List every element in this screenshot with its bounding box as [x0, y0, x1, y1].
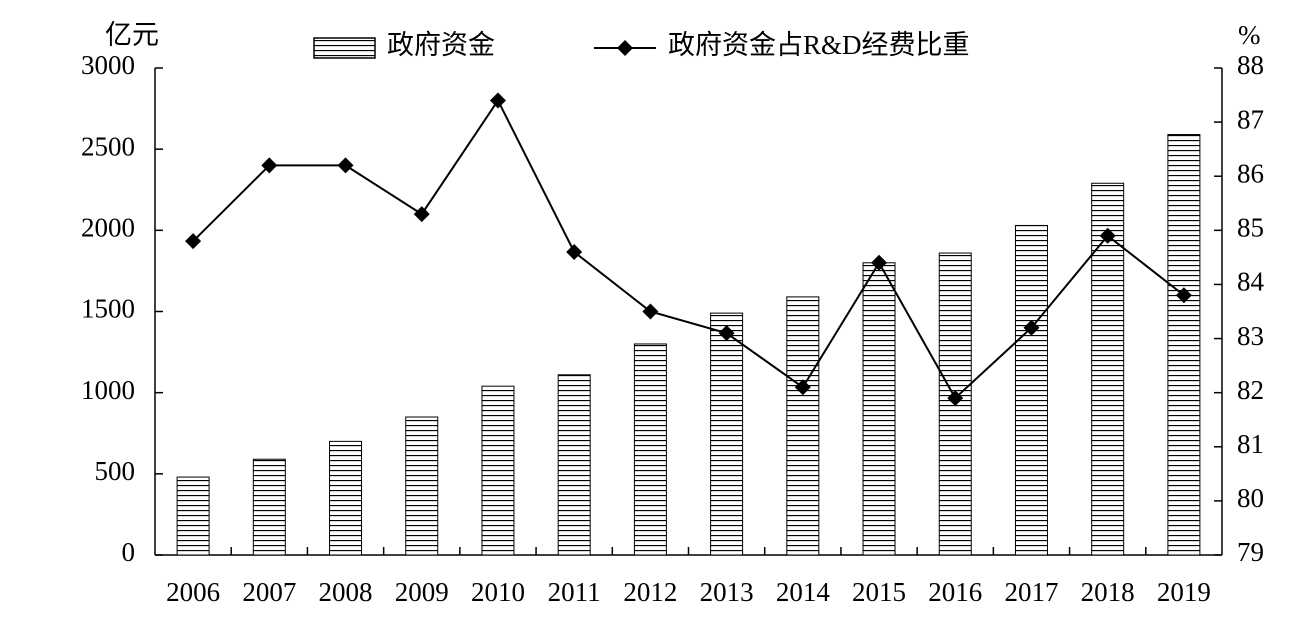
- bar: [405, 416, 439, 556]
- y-tick-label: 2500: [81, 131, 135, 161]
- y2-tick-label: 80: [1237, 483, 1264, 513]
- y2-tick-label: 83: [1237, 321, 1264, 351]
- y2-tick-label: 87: [1237, 104, 1264, 134]
- bar: [252, 458, 286, 556]
- bar: [633, 343, 667, 556]
- line-marker: [947, 390, 964, 407]
- legend-marker: [617, 40, 633, 56]
- y2-tick-label: 84: [1237, 267, 1265, 297]
- y-tick-label: 500: [95, 456, 136, 486]
- line-marker: [642, 303, 659, 320]
- bar: [557, 374, 591, 556]
- line-marker: [261, 157, 278, 174]
- x-tick-label: 2012: [623, 577, 677, 607]
- legend-swatch: [313, 37, 376, 59]
- line-marker: [1099, 227, 1116, 244]
- y-tick-label: 3000: [81, 50, 135, 80]
- x-tick-label: 2009: [395, 577, 449, 607]
- y2-tick-label: 81: [1237, 429, 1264, 459]
- legend-label: 政府资金: [387, 30, 495, 60]
- bar: [710, 312, 744, 556]
- y2-tick-label: 86: [1237, 158, 1264, 188]
- legend-label: 政府资金占R&D经费比重: [668, 30, 970, 60]
- bar: [862, 262, 896, 556]
- line-marker: [566, 243, 583, 260]
- bar: [176, 476, 210, 556]
- y2-tick-label: 82: [1237, 375, 1264, 405]
- line-marker: [489, 92, 506, 109]
- x-tick-label: 2010: [471, 577, 525, 607]
- x-tick-label: 2019: [1157, 577, 1211, 607]
- y2-axis-label: %: [1238, 20, 1261, 50]
- line-marker: [718, 325, 735, 342]
- y2-tick-label: 85: [1237, 213, 1264, 243]
- y2-tick-label: 88: [1237, 50, 1264, 80]
- x-tick-label: 2018: [1081, 577, 1135, 607]
- line-marker: [1175, 287, 1192, 304]
- x-tick-label: 2007: [242, 577, 296, 607]
- y-tick-label: 1500: [81, 294, 135, 324]
- line-marker: [794, 379, 811, 396]
- x-tick-label: 2014: [776, 577, 831, 607]
- x-tick-label: 2015: [852, 577, 906, 607]
- line: [192, 98, 1185, 400]
- y2-tick-label: 79: [1237, 537, 1264, 567]
- x-tick-label: 2006: [166, 577, 220, 607]
- x-tick-label: 2008: [319, 577, 373, 607]
- y-axis-label: 亿元: [105, 20, 159, 50]
- line-marker: [185, 233, 202, 250]
- line-marker: [413, 206, 430, 223]
- y-tick-label: 0: [122, 537, 136, 567]
- line-marker: [871, 254, 888, 271]
- bar: [481, 385, 515, 556]
- line-marker: [1023, 319, 1040, 336]
- bar: [329, 440, 363, 556]
- y-tick-label: 1000: [81, 375, 135, 405]
- bar: [1167, 134, 1201, 556]
- x-tick-label: 2013: [700, 577, 754, 607]
- y-tick-label: 2000: [81, 213, 135, 243]
- line-marker: [337, 157, 354, 174]
- x-tick-label: 2016: [928, 577, 982, 607]
- x-tick-label: 2011: [548, 577, 601, 607]
- bar: [786, 296, 820, 556]
- x-tick-label: 2017: [1004, 577, 1058, 607]
- bar: [1014, 224, 1048, 556]
